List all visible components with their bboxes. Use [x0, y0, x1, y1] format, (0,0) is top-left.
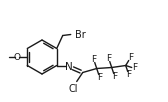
Text: N: N	[65, 62, 73, 72]
Text: O: O	[14, 53, 21, 62]
Text: Cl: Cl	[69, 84, 78, 94]
Text: F: F	[91, 55, 96, 64]
Text: F: F	[112, 72, 117, 81]
Text: F: F	[132, 63, 137, 72]
Text: F: F	[128, 53, 133, 62]
Text: F: F	[126, 70, 131, 79]
Text: F: F	[97, 73, 102, 82]
Text: Br: Br	[75, 30, 86, 40]
Text: F: F	[106, 54, 111, 63]
